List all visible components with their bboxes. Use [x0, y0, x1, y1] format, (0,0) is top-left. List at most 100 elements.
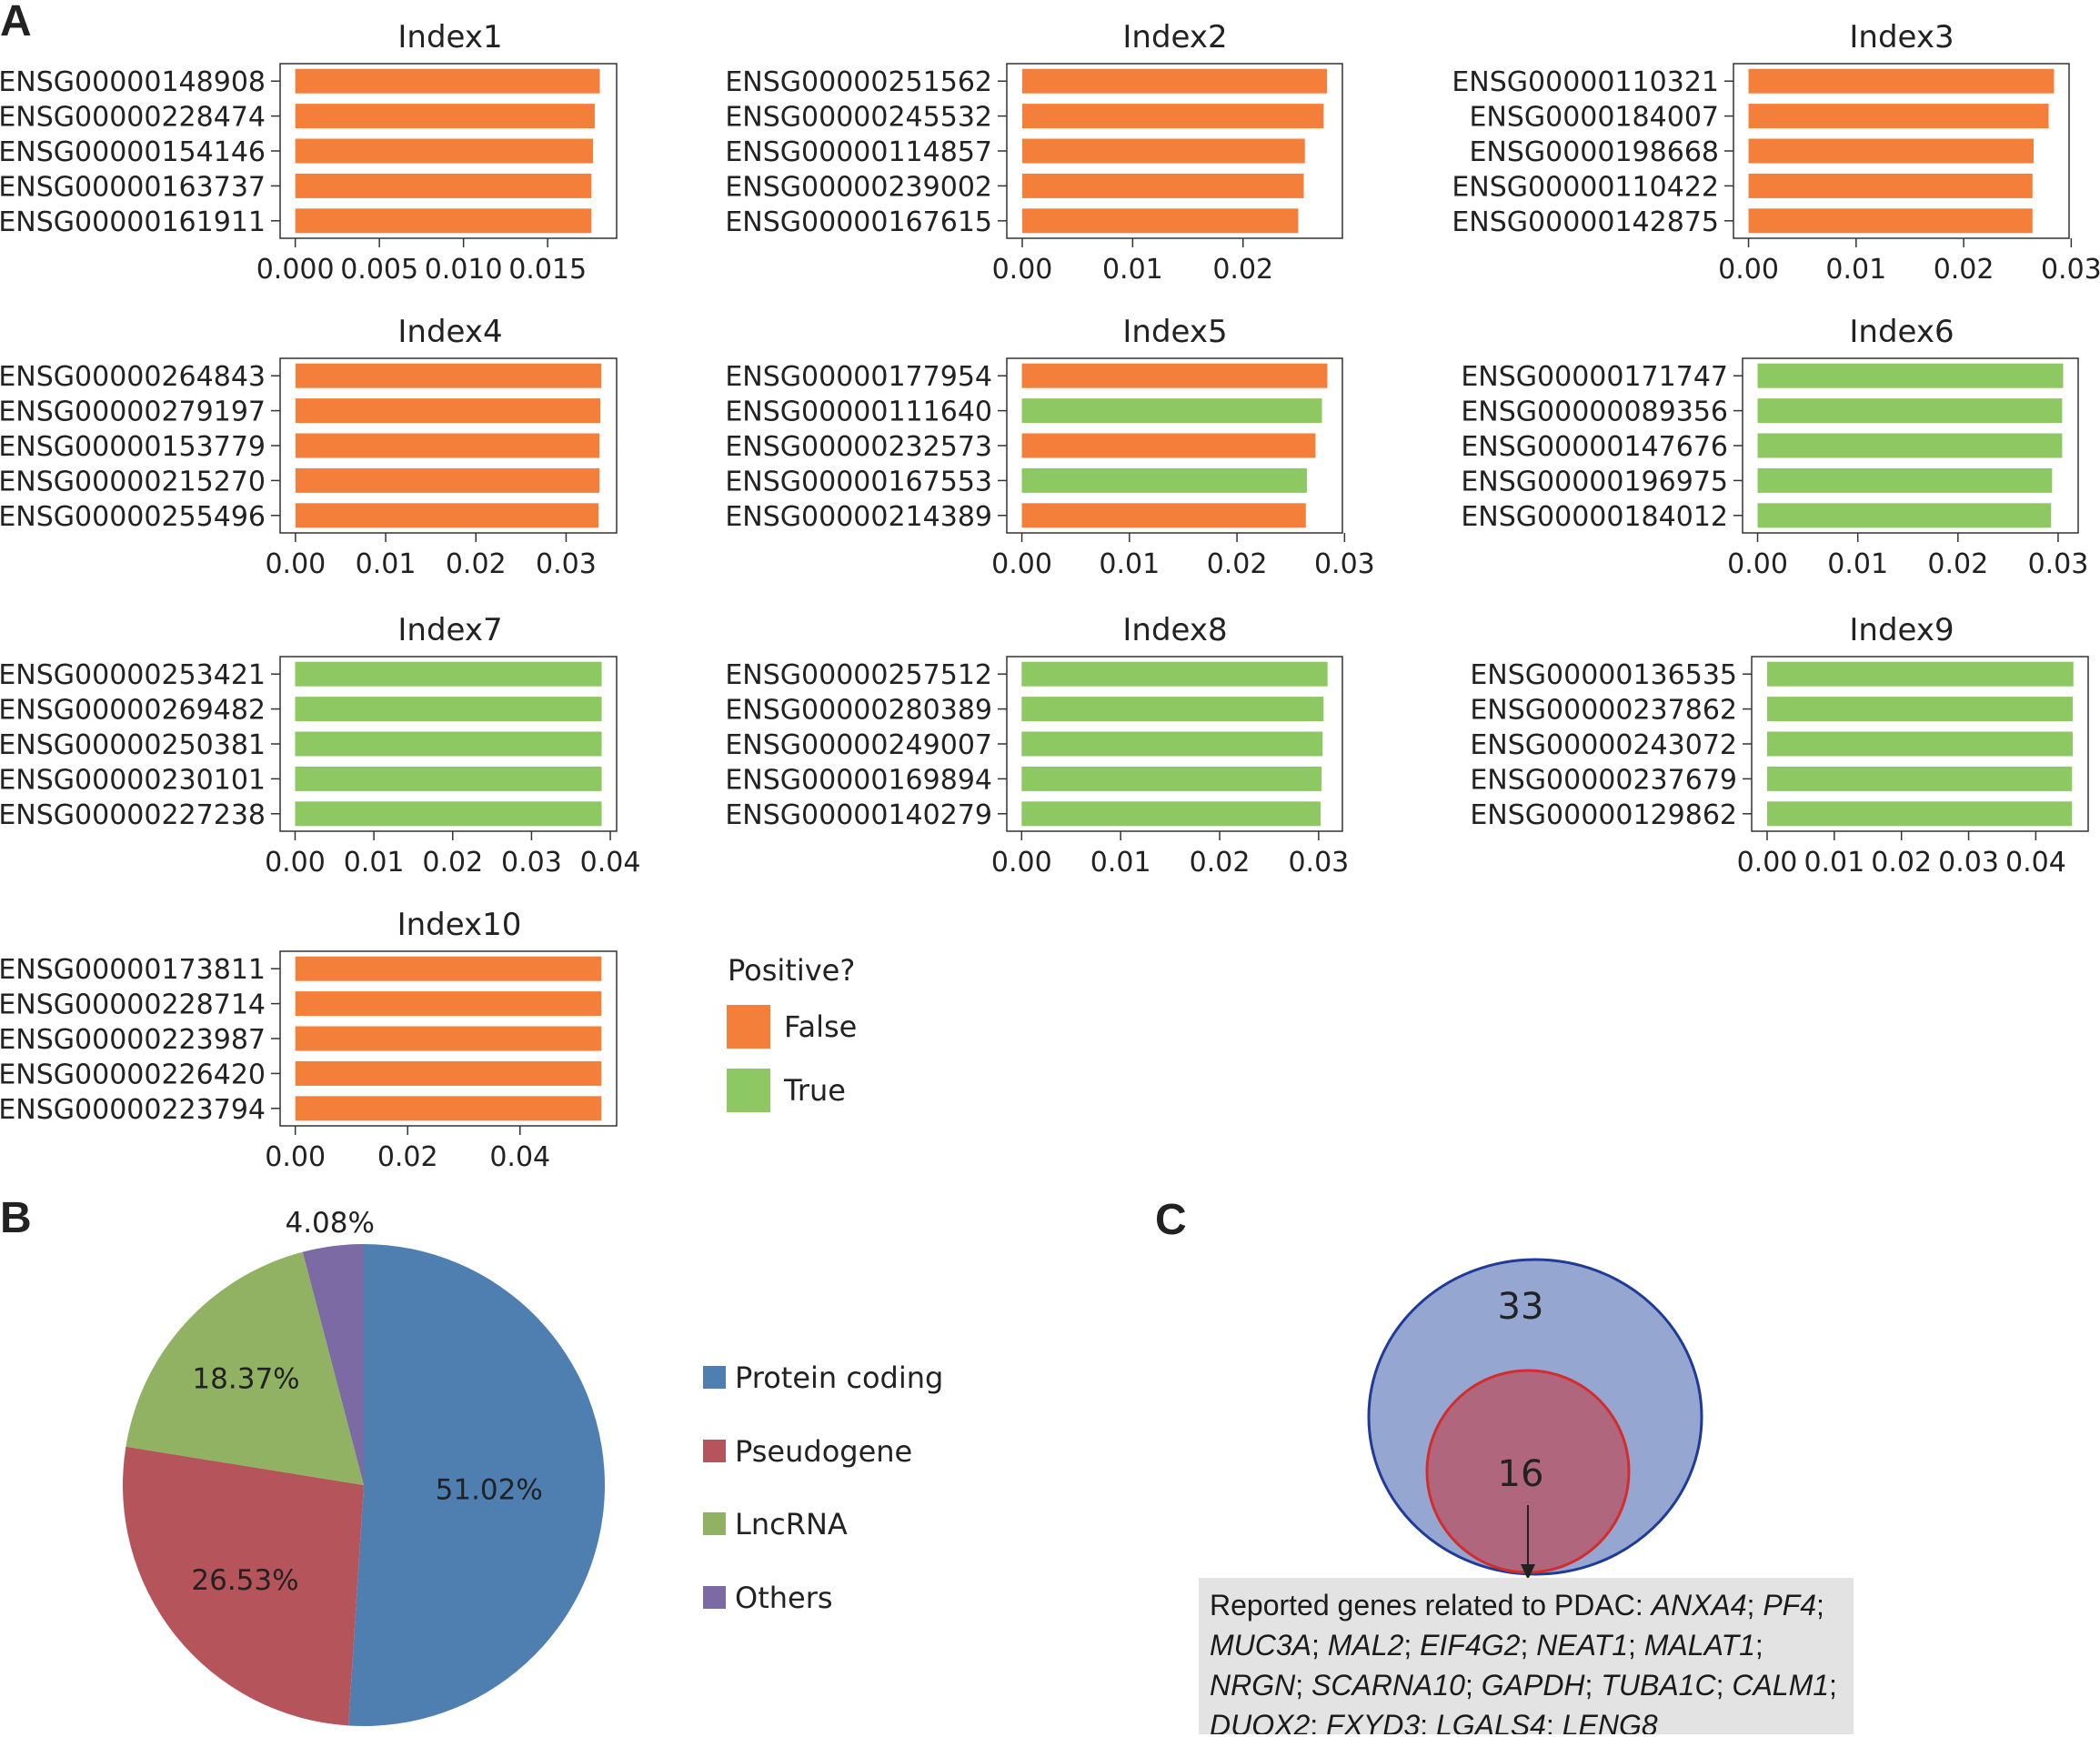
category-label: ENSG00000154146: [0, 136, 266, 168]
x-tick-label: 0.03: [1288, 847, 1349, 879]
reported-genes-prefix: Reported genes related to PDAC:: [1210, 1589, 1652, 1622]
venn-outer-count: 33: [1498, 1286, 1544, 1328]
bar-1: [295, 661, 602, 687]
gene-name: SCARNA10: [1311, 1669, 1465, 1702]
bar-4: [1748, 173, 2033, 198]
bar-3: [1021, 731, 1323, 757]
bar-5: [1021, 503, 1306, 528]
x-tick-label: 0.00: [1737, 847, 1798, 879]
x-tick-label: 0.01: [344, 847, 405, 879]
x-tick-label: 0.04: [489, 1141, 550, 1173]
category-label: ENSG00000257512: [725, 659, 992, 691]
bar-2: [295, 991, 602, 1017]
bar-3: [1757, 433, 2063, 458]
reported-gene-list: ANXA4; PF4; MUC3A; MAL2; EIF4G2; NEAT1; …: [1210, 1589, 1837, 1734]
gene-name: TUBA1C: [1601, 1669, 1716, 1702]
pie-legend-swatch-3: [703, 1512, 726, 1535]
bar-2: [1021, 398, 1322, 424]
category-label: ENSG00000227238: [0, 799, 266, 831]
pie-legend-label: Others: [735, 1581, 833, 1615]
gene-name: MUC3A: [1210, 1629, 1312, 1662]
category-label: ENSG00000269482: [0, 695, 266, 727]
bar-5: [1021, 208, 1299, 234]
x-tick-label: 0.01: [1825, 254, 1886, 286]
gene-name: FXYD3: [1326, 1709, 1421, 1734]
legend-swatch-false: [727, 1005, 770, 1049]
category-label: ENSG00000163737: [0, 171, 266, 203]
category-label: ENSG0000184007: [1469, 102, 1719, 134]
category-label: ENSG00000215270: [0, 466, 266, 497]
bar-chart-10: Index10ENSG00000173811ENSG00000228714ENS…: [0, 907, 618, 1173]
venn-diagram: 33 16: [1367, 1258, 1703, 1580]
bar-4: [295, 1060, 602, 1086]
chart-title: Index10: [397, 907, 522, 943]
chart-title: Index8: [1122, 612, 1227, 648]
category-label: ENSG00000153779: [0, 431, 266, 463]
gene-name: CALM1: [1732, 1669, 1830, 1702]
x-tick-label: 0.00: [265, 847, 326, 879]
chart-title: Index2: [1122, 19, 1227, 55]
chart-title: Index7: [397, 612, 502, 648]
category-label: ENSG00000111640: [725, 397, 992, 428]
category-label: ENSG00000239002: [725, 171, 992, 203]
x-tick-label: 0.01: [356, 548, 417, 580]
category-label: ENSG00000214389: [725, 501, 992, 533]
bar-1: [1021, 68, 1328, 94]
pie-legend-label: Pseudogene: [735, 1434, 912, 1469]
category-label: ENSG00000223794: [0, 1094, 266, 1126]
bar-chart-1: Index1ENSG00000148908ENSG00000228474ENSG…: [0, 19, 618, 286]
positive-legend: Positive? False True: [727, 953, 857, 1112]
category-label: ENSG0000198668: [1469, 136, 1719, 168]
bar-3: [1766, 731, 2074, 757]
x-tick-label: 0.00: [265, 1141, 326, 1173]
category-label: ENSG00000177954: [725, 361, 992, 393]
category-label: ENSG00000228714: [0, 989, 266, 1021]
legend-swatch-true: [727, 1069, 770, 1112]
category-label: ENSG00000250381: [0, 729, 266, 761]
bar-chart-7: Index7ENSG00000253421ENSG00000269482ENSG…: [0, 612, 640, 879]
x-tick-label: 0.02: [1934, 254, 1994, 286]
bar-2: [1021, 104, 1324, 129]
pie-legend-swatch-4: [703, 1586, 726, 1609]
x-tick-label: 0.02: [1190, 847, 1251, 879]
x-tick-label: 0.04: [580, 847, 641, 879]
pie-slice-3: [126, 1251, 365, 1485]
bar-2: [1021, 697, 1324, 722]
panel-label-c: C: [1155, 1196, 1187, 1244]
bar-2: [1766, 697, 2074, 722]
bar-5: [295, 1096, 602, 1121]
category-label: ENSG00000169894: [725, 764, 992, 796]
category-label: ENSG00000129862: [1470, 799, 1737, 831]
bar-chart-8: Index8ENSG00000257512ENSG00000280389ENSG…: [725, 612, 1349, 879]
category-label: ENSG00000237862: [1470, 695, 1737, 727]
legend-label-true: True: [783, 1073, 846, 1108]
category-label: ENSG00000089356: [1461, 397, 1728, 428]
bar-chart-6: Index6ENSG00000171747ENSG00000089356ENSG…: [1461, 314, 2088, 580]
x-tick-label: 0.04: [2005, 847, 2066, 879]
reported-genes-box: Reported genes related to PDAC: ANXA4; P…: [1199, 1578, 1854, 1734]
bar-1: [295, 68, 600, 94]
bar-1: [1766, 661, 2074, 687]
bar-4: [295, 173, 592, 198]
pie-value-label: 18.37%: [192, 1362, 299, 1395]
gene-name: LGALS4: [1435, 1709, 1546, 1734]
category-label: ENSG00000226420: [0, 1059, 266, 1090]
category-label: ENSG00000136535: [1470, 659, 1737, 691]
category-label: ENSG00000251562: [725, 66, 992, 98]
x-tick-label: 0.010: [425, 254, 503, 286]
category-label: ENSG00000196975: [1461, 466, 1728, 497]
category-label: ENSG00000223987: [0, 1024, 266, 1056]
x-tick-label: 0.00: [1727, 548, 1788, 580]
bar-4: [295, 467, 600, 493]
category-label: ENSG00000232573: [725, 431, 992, 463]
bar-3: [295, 433, 600, 458]
x-tick-label: 0.01: [1099, 548, 1160, 580]
venn-arrow-head: [1521, 1564, 1535, 1580]
pie-slice-2: [122, 1446, 364, 1726]
gene-name: DUOX2: [1210, 1709, 1311, 1734]
venn-inner-count: 16: [1498, 1453, 1544, 1495]
category-label: ENSG00000147676: [1461, 431, 1728, 463]
bar-chart-3: Index3ENSG00000110321ENSG0000184007ENSG0…: [1452, 19, 2100, 286]
x-tick-label: 0.03: [2028, 548, 2089, 580]
